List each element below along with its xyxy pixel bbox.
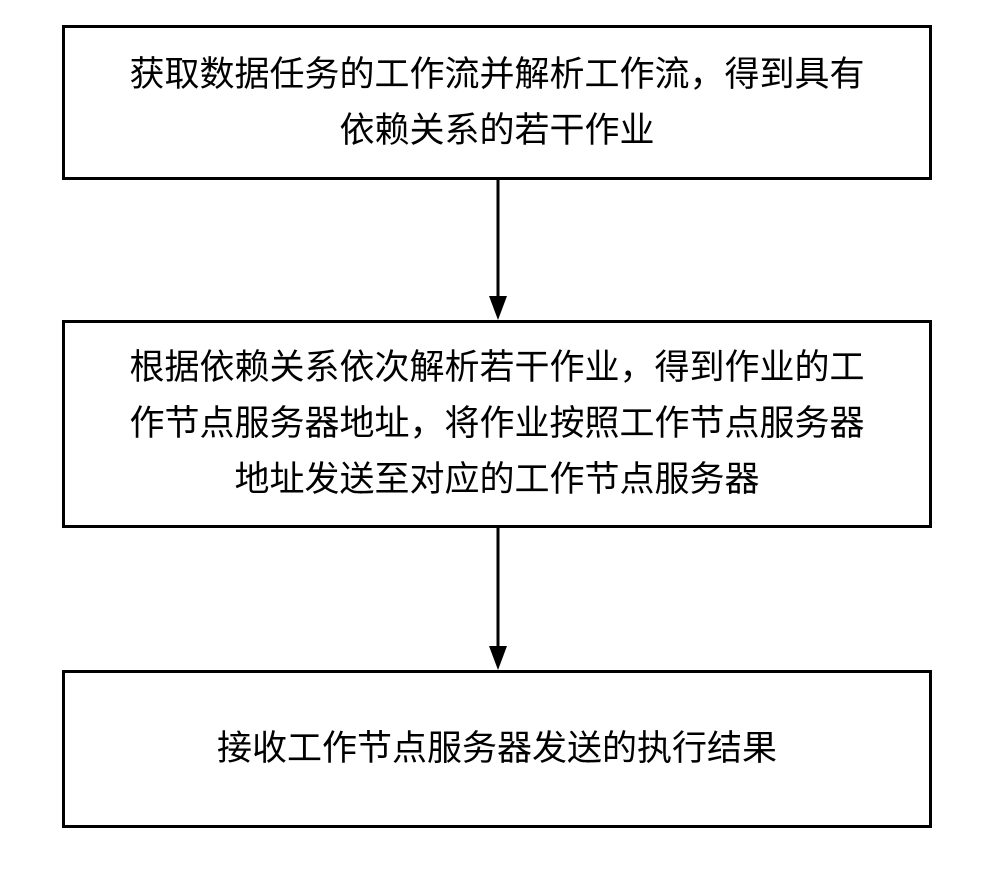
flow-node-step3-text: 接收工作节点服务器发送的执行结果: [217, 721, 777, 777]
flowchart-canvas: 获取数据任务的工作流并解析工作流，得到具有 依赖关系的若干作业 根据依赖关系依次…: [0, 0, 1000, 889]
flow-node-step2: 根据依赖关系依次解析若干作业，得到作业的工 作节点服务器地址，将作业按照工作节点…: [62, 320, 932, 528]
flow-node-step3: 接收工作节点服务器发送的执行结果: [62, 670, 932, 828]
flow-node-step2-text: 根据依赖关系依次解析若干作业，得到作业的工 作节点服务器地址，将作业按照工作节点…: [129, 340, 864, 508]
flow-node-step1-text: 获取数据任务的工作流并解析工作流，得到具有 依赖关系的若干作业: [129, 47, 864, 159]
flow-node-step1: 获取数据任务的工作流并解析工作流，得到具有 依赖关系的若干作业: [62, 25, 932, 180]
